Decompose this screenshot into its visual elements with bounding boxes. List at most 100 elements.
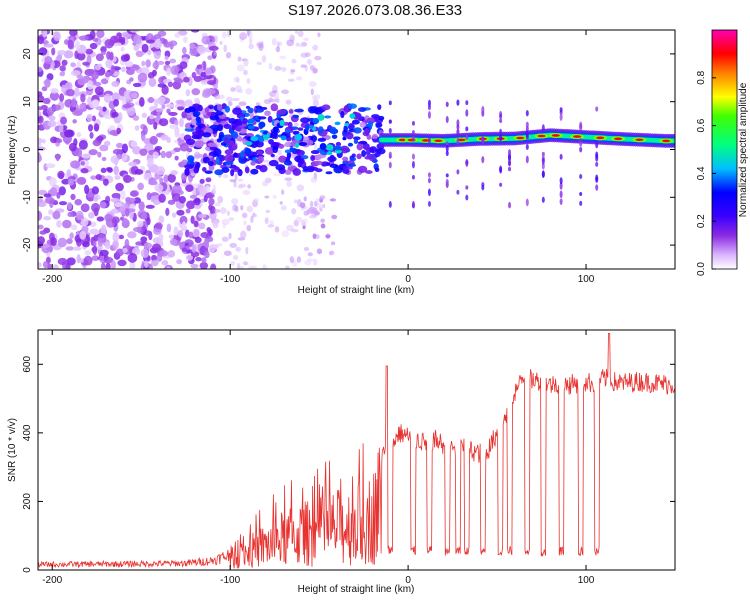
spectrogram-cell: [525, 143, 529, 150]
spectrogram-cell: [208, 164, 215, 171]
spectrogram-cell: [203, 74, 213, 80]
spectrogram-cell: [285, 265, 290, 269]
spectrogram-cell: [57, 170, 65, 179]
spectrogram-cell: [92, 240, 97, 247]
spectrogram-cell: [111, 92, 121, 102]
spectrogram-cell: [80, 217, 89, 227]
spectrogram-cell: [195, 256, 202, 262]
spectrogram-cell: [175, 79, 184, 84]
spectrogram-cell: [292, 130, 300, 135]
spectrogram-cell: [86, 113, 93, 122]
spectrogram-cell: [236, 64, 245, 72]
spectrogram-cell: [374, 167, 380, 173]
spectrogram-cell: [274, 66, 282, 71]
spectrogram-cell: [307, 252, 313, 257]
spectrogram-cell: [283, 160, 292, 166]
spectrogram-cell: [116, 127, 122, 135]
spectrogram-cell: [207, 55, 213, 60]
spectrogram-cell: [315, 168, 323, 173]
spectrogram-cell: [343, 165, 349, 173]
spectrogram-cell: [236, 262, 241, 269]
spectrogram-cell: [234, 85, 242, 93]
spectrogram-cell: [334, 145, 342, 151]
spectrogram-cell: [206, 80, 217, 86]
spectrogram-cell: [559, 112, 563, 121]
spectrogram-cell: [154, 98, 159, 109]
spectrogram-cell: [208, 244, 217, 253]
spectrogram-cell: [230, 261, 236, 266]
spectrogram-cell: [273, 173, 281, 177]
spectrogram-cell: [499, 118, 503, 123]
spectrogram-cell: [277, 149, 282, 156]
spectrogram-cell: [145, 59, 151, 68]
spectrogram-cell: [129, 30, 140, 33]
spectrogram-cell: [398, 138, 407, 142]
spectrogram-cell: [79, 230, 87, 240]
x-tick-label: 100: [578, 274, 595, 285]
spectrogram-cell: [244, 166, 250, 174]
spectrogram-cell: [157, 60, 165, 65]
spectrogram-cell: [235, 247, 239, 252]
spectrogram-cell: [233, 152, 238, 158]
spectrogram-cell: [184, 229, 190, 238]
spectrogram-cell: [38, 110, 42, 117]
spectrogram-cell: [70, 62, 77, 68]
spectrogram-cell: [173, 147, 181, 153]
spectrogram-cell: [195, 161, 201, 169]
y-tick-label: 400: [22, 424, 33, 441]
spectrogram-cell: [159, 177, 164, 185]
spectrogram-cell: [331, 134, 338, 139]
spectrogram-cell: [284, 142, 293, 148]
spectrogram-cell: [234, 173, 238, 181]
spectrogram-cell: [170, 65, 179, 76]
spectrogram-cell: [38, 152, 41, 163]
spectrogram-cell: [289, 147, 294, 152]
spectrogram-cell: [312, 258, 318, 266]
spectrogram-cell: [541, 124, 545, 133]
spectrogram-cell: [91, 255, 100, 262]
spectrogram-cell: [281, 230, 290, 238]
spectrogram-cell: [95, 106, 104, 111]
spectrogram-cell: [47, 120, 57, 128]
spectrogram-cell: [67, 39, 74, 49]
spectrogram-cell: [191, 88, 201, 96]
spectrogram-cell: [427, 172, 431, 178]
spectrogram-cell: [243, 220, 247, 226]
spectrogram-cell: [194, 197, 201, 206]
spectrogram-cell: [208, 204, 213, 211]
spectrogram-cell: [42, 40, 49, 45]
spectrogram-cell: [193, 229, 200, 238]
spectrogram-cell: [313, 68, 318, 74]
spectrogram-cell: [541, 162, 545, 170]
spectrogram-cell: [176, 259, 183, 265]
spectrogram-cell: [196, 64, 203, 70]
spectrogram-cell: [275, 164, 286, 171]
spectrogram-cell: [286, 180, 292, 187]
spectrogram-cell: [353, 136, 361, 141]
spectrogram-cell: [186, 200, 196, 210]
spectrogram-cell: [99, 201, 107, 209]
spectrogram-cell: [292, 168, 302, 176]
spectrogram-cell: [465, 185, 469, 190]
spectrogram-cell: [78, 139, 88, 150]
spectrogram-cell: [445, 141, 449, 146]
spectrogram-cell: [235, 125, 242, 132]
spectrogram-cell: [456, 124, 460, 130]
spectrogram-cell: [104, 71, 111, 78]
spectrogram-y-label: Frequency (Hz): [7, 116, 18, 185]
spectrogram-cell: [138, 97, 145, 107]
spectrogram-cell: [274, 226, 280, 233]
spectrogram-cell: [445, 145, 449, 152]
spectrogram-cell: [184, 100, 193, 107]
spectrogram-cell: [59, 93, 65, 102]
spectrogram-cell: [156, 112, 161, 119]
spectrogram-cell: [296, 256, 302, 263]
spectrogram-cell: [135, 50, 144, 58]
spectrogram-cell: [457, 138, 466, 142]
spectrogram-cell: [121, 66, 126, 73]
spectrogram-cell: [559, 198, 563, 206]
spectrogram-x-ticks: -200 -100 0 100: [42, 30, 595, 285]
spectrogram-cell: [347, 142, 354, 147]
spectrogram-image: [38, 30, 675, 269]
spectrogram-cell: [194, 237, 202, 244]
